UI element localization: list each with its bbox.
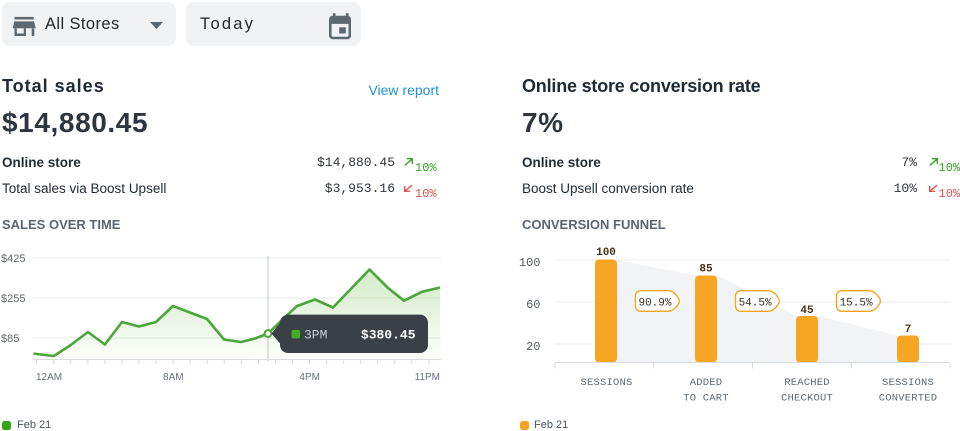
svg-text:CONVERTED: CONVERTED <box>879 392 938 404</box>
svg-text:20: 20 <box>526 340 540 354</box>
svg-text:3PM: 3PM <box>304 328 327 343</box>
svg-text:45: 45 <box>800 305 814 317</box>
svg-text:$85: $85 <box>1 333 19 345</box>
svg-text:7: 7 <box>905 324 912 336</box>
svg-text:11PM: 11PM <box>415 372 440 383</box>
svg-text:90.9%: 90.9% <box>638 297 671 309</box>
svg-text:REACHED: REACHED <box>784 377 830 389</box>
svg-text:100: 100 <box>519 256 541 270</box>
svg-text:ADDED: ADDED <box>690 377 723 389</box>
svg-text:4PM: 4PM <box>299 372 320 383</box>
svg-text:8AM: 8AM <box>163 372 184 383</box>
svg-text:SESSIONS: SESSIONS <box>882 377 934 389</box>
svg-text:SESSIONS: SESSIONS <box>580 377 632 389</box>
svg-text:54.5%: 54.5% <box>739 297 772 309</box>
svg-text:CHECKOUT: CHECKOUT <box>781 392 833 404</box>
svg-text:15.5%: 15.5% <box>840 297 873 309</box>
svg-text:$255: $255 <box>1 293 25 305</box>
svg-text:$425: $425 <box>1 253 25 265</box>
svg-text:85: 85 <box>699 264 713 276</box>
svg-text:100: 100 <box>596 247 616 259</box>
svg-text:TO CART: TO CART <box>683 392 729 404</box>
svg-text:12AM: 12AM <box>36 372 62 383</box>
svg-text:$380.45: $380.45 <box>361 328 416 343</box>
svg-text:60: 60 <box>526 298 540 312</box>
